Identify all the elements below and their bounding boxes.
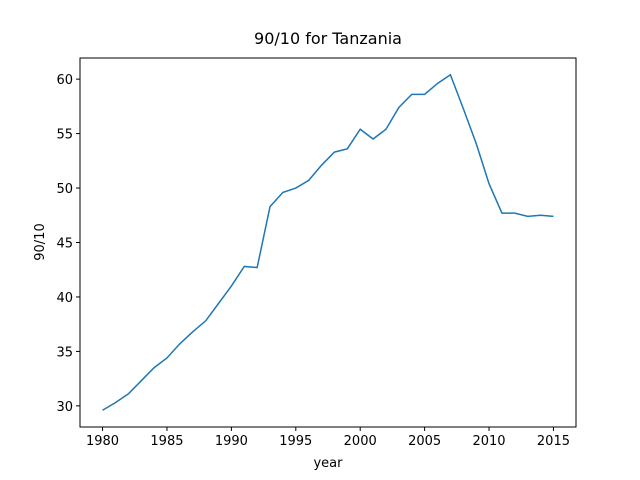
x-tick-label: 1995 (279, 434, 312, 449)
y-tick-label: 35 (56, 345, 73, 360)
y-tick-label: 55 (56, 128, 73, 143)
x-tick-label: 2010 (472, 434, 505, 449)
y-tick-label: 30 (56, 400, 73, 415)
x-tick-label: 1985 (150, 434, 183, 449)
x-tick-label: 2005 (408, 434, 441, 449)
plot-frame (79, 57, 577, 428)
x-tick-label: 2000 (344, 434, 377, 449)
y-axis-label: 90/10 (33, 223, 48, 260)
y-tick-label: 50 (56, 182, 73, 197)
chart-title: 90/10 for Tanzania (254, 29, 402, 48)
y-tick-label: 40 (56, 291, 73, 306)
x-tick-label: 1990 (215, 434, 248, 449)
data-line (102, 73, 554, 411)
y-tick-label: 60 (56, 73, 73, 88)
x-tick-label: 2015 (537, 434, 570, 449)
y-tick-label: 45 (56, 237, 73, 252)
x-axis-label: year (313, 456, 343, 471)
x-tick-label: 1980 (86, 434, 119, 449)
